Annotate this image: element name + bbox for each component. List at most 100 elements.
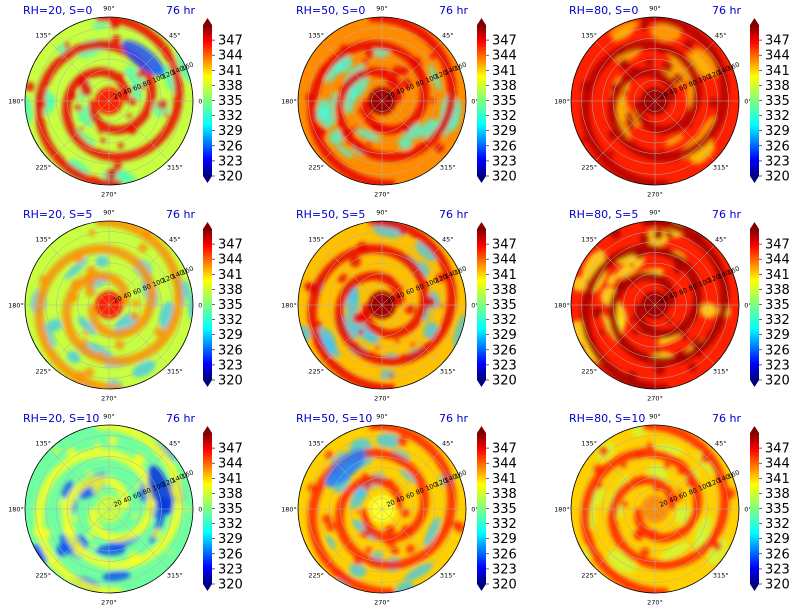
warm-cell [429,52,437,60]
colorbar-gradient [477,25,486,176]
angle-tick-label: 45° [442,440,454,448]
colorbar-gradient [203,25,212,176]
cool-patch [325,54,347,83]
grid-spoke [108,508,169,569]
warm-cell [129,311,139,321]
angle-tick-label: 180° [281,98,297,106]
warm-cell [70,294,79,303]
warm-cell [151,528,163,539]
panel-title: RH=80, S=0 [569,4,638,17]
radial-tick-label: 60 [678,286,689,297]
colorbar-tick-label: 323 [218,154,243,169]
cool-patch [354,127,382,142]
colorbar-tick-label: 329 [492,124,517,139]
warm-cell [635,450,645,459]
polar-frame [297,424,467,594]
warm-cell [678,258,685,264]
angle-tick-label: 225° [308,163,324,171]
radial-tick-label: 80 [688,282,699,293]
warm-cell [610,228,621,239]
warm-cell [593,464,604,474]
colorbar-tick-label: 332 [218,109,243,124]
colorbar-extend-top [203,222,212,229]
angle-tick-label: 315° [713,571,729,579]
angle-tick-label: 0° [744,302,751,310]
warm-cell [85,287,96,298]
colorbar-tick-label: 341 [218,64,243,79]
radial-tick-label: 40 [668,290,679,301]
polar-grid [24,16,194,186]
warm-cell [674,494,682,502]
warm-cell [82,339,89,346]
colorbar-tick-label: 326 [218,343,243,358]
colorbar-tick-label: 344 [218,457,243,472]
angle-tick-label: 45° [169,440,181,448]
warm-cell [684,120,693,128]
radial-tick-label: 20 [385,498,396,509]
panel-time-label: 76 hr [166,412,195,425]
warm-cell [581,136,588,143]
grid-spoke [381,304,442,365]
warm-cell [125,86,134,95]
polar-panel: 2040608010012014016090°45°0°315°270°225°… [8,4,243,199]
colorbar-tick-label: 332 [765,109,790,124]
warm-cell [80,81,91,92]
warm-cell [636,476,646,485]
colorbar-tick-label: 320 [492,578,517,593]
colorbar-tick-label: 347 [492,34,517,49]
colorbar-tick-label: 329 [218,532,243,547]
cool-patch [61,480,74,499]
warm-cell [646,531,652,537]
colorbar-tick-label: 341 [765,472,790,487]
radial-tick-label: 60 [405,490,416,501]
polar-panel: 2040608010012014016090°45°0°315°270°225°… [554,412,790,607]
colorbar-tick-label: 335 [765,502,790,517]
warm-cell [387,78,397,88]
polar-grid [297,424,467,594]
panel-time-label: 76 hr [439,412,468,425]
cold-anomaly [121,39,165,76]
grid-spoke [322,508,383,569]
warm-cell [74,104,83,112]
colorbar-tick-label: 323 [492,154,517,169]
colorbar-extend-bottom [203,584,212,591]
colorbar-tick-label: 344 [492,457,517,472]
cool-patch [325,535,336,549]
warm-cell [321,514,332,524]
warm-cell [38,100,47,109]
panel-title: RH=20, S=10 [23,412,99,425]
warm-cell [357,328,365,336]
warm-cell [388,373,394,379]
colorbar-extend-top [477,18,486,25]
colorbar-tick-label: 326 [492,343,517,358]
cool-patch [607,273,617,287]
cool-patch [25,95,33,125]
warm-cell [633,529,645,541]
field-texture [307,425,466,593]
colorbar-tick-label: 341 [492,268,517,283]
grid-spoke [49,41,110,102]
grid-spoke [381,245,442,306]
warm-cell [659,49,664,54]
warm-cell [591,306,603,319]
cool-patch [345,287,359,321]
angle-tick-label: 180° [554,302,570,310]
colorbar-tick-label: 320 [765,578,790,593]
colorbar-tick-label: 332 [765,313,790,328]
colorbar-tick-label: 344 [765,253,790,268]
warm-cell [640,329,647,335]
angle-tick-label: 45° [169,32,181,40]
warm-cell [107,436,118,446]
cool-patch [415,241,438,262]
warm-cell [398,296,406,303]
colorbar-gradient [750,433,759,584]
warm-cell [163,112,169,118]
panel-time-label: 76 hr [439,208,468,221]
angle-tick-label: 315° [440,163,456,171]
colorbar-tick-label: 332 [218,517,243,532]
angle-tick-label: 90° [103,413,115,421]
warm-cell [383,125,391,133]
colorbar-tick-label: 335 [218,94,243,109]
warm-cell [352,312,364,324]
